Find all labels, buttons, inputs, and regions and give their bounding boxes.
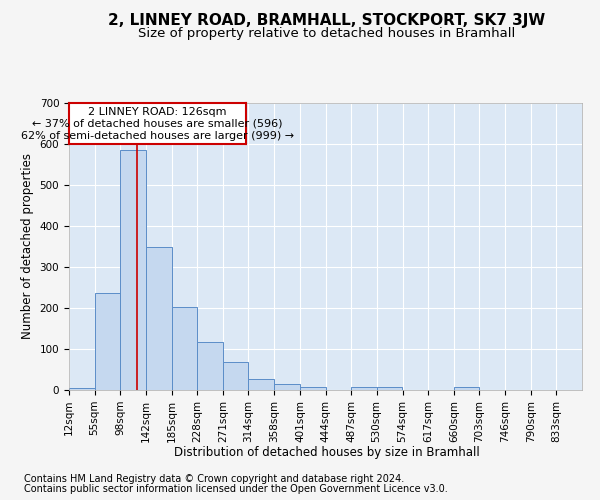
Bar [300,386,325,390]
Text: 62% of semi-detached houses are larger (999) →: 62% of semi-detached houses are larger (… [21,131,294,141]
Bar [454,387,479,390]
Bar [120,150,146,390]
Bar [223,362,248,390]
Bar [146,248,172,390]
Y-axis label: Number of detached properties: Number of detached properties [21,153,34,340]
Bar [172,307,197,390]
Text: Contains HM Land Registry data © Crown copyright and database right 2024.: Contains HM Land Registry data © Crown c… [24,474,404,484]
Text: Distribution of detached houses by size in Bramhall: Distribution of detached houses by size … [174,446,480,459]
Bar [377,386,402,390]
Bar [197,342,223,390]
Text: ← 37% of detached houses are smaller (596): ← 37% of detached houses are smaller (59… [32,119,283,129]
Text: 2, LINNEY ROAD, BRAMHALL, STOCKPORT, SK7 3JW: 2, LINNEY ROAD, BRAMHALL, STOCKPORT, SK7… [109,12,545,28]
Text: Contains public sector information licensed under the Open Government Licence v3: Contains public sector information licen… [24,484,448,494]
Bar [95,292,120,390]
Text: 2 LINNEY ROAD: 126sqm: 2 LINNEY ROAD: 126sqm [88,106,227,117]
Text: Size of property relative to detached houses in Bramhall: Size of property relative to detached ho… [139,28,515,40]
Bar [69,388,95,390]
Bar [351,386,377,390]
Bar [274,384,300,390]
Bar [248,380,274,390]
